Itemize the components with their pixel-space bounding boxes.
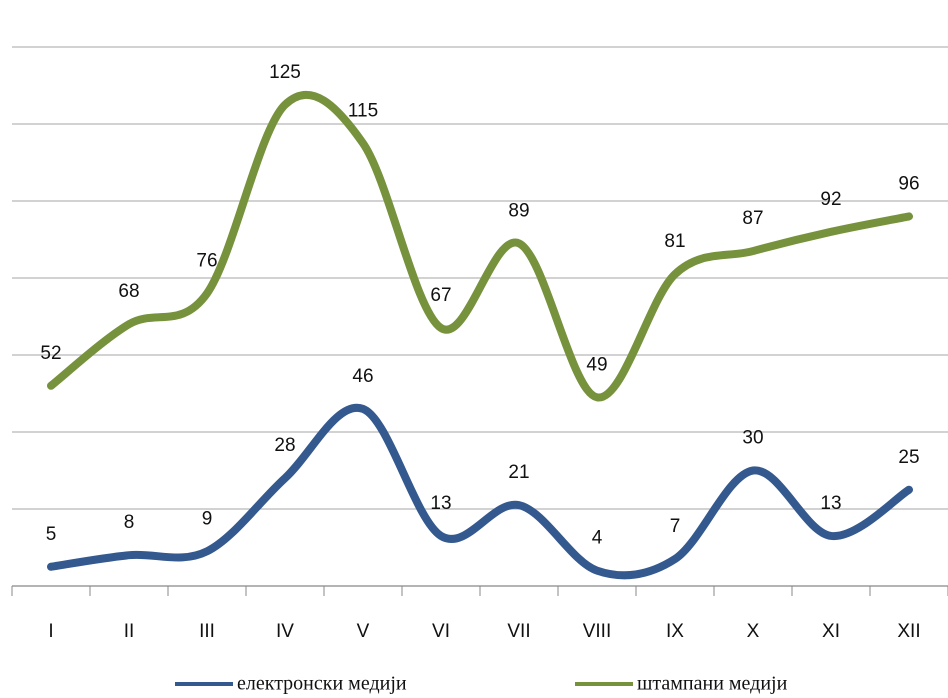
data-label: 81 bbox=[664, 231, 685, 252]
legend: електронски медији штампани медији bbox=[175, 673, 788, 695]
data-label: 87 bbox=[742, 208, 763, 229]
data-label: 68 bbox=[118, 281, 139, 302]
legend-label: штампани медији bbox=[637, 673, 788, 695]
data-label: 30 bbox=[742, 428, 763, 449]
data-label: 52 bbox=[40, 343, 61, 364]
x-tick-label: VI bbox=[432, 621, 450, 642]
data-label: 96 bbox=[898, 173, 919, 194]
data-label: 9 bbox=[202, 508, 213, 529]
data-label: 76 bbox=[196, 250, 217, 271]
x-tick-label: VIII bbox=[583, 621, 612, 642]
data-label: 28 bbox=[274, 435, 295, 456]
data-label: 115 bbox=[348, 100, 378, 121]
x-tick-label: XII bbox=[897, 621, 920, 642]
x-tick-label: IX bbox=[666, 621, 684, 642]
x-tick-label: V bbox=[357, 621, 370, 642]
x-tick-label: II bbox=[124, 621, 135, 642]
data-label: 89 bbox=[508, 200, 529, 221]
data-label: 5 bbox=[46, 524, 57, 545]
data-label: 67 bbox=[430, 285, 451, 306]
data-label: 92 bbox=[820, 189, 841, 210]
x-tick-label: X bbox=[747, 621, 760, 642]
data-label: 8 bbox=[124, 512, 135, 533]
data-label: 49 bbox=[586, 354, 607, 375]
x-tick-label: IV bbox=[276, 621, 294, 642]
x-tick-label: III bbox=[199, 621, 215, 642]
data-label: 125 bbox=[269, 62, 301, 83]
data-label: 21 bbox=[508, 462, 529, 483]
data-label: 25 bbox=[898, 447, 919, 468]
data-label: 46 bbox=[352, 366, 373, 387]
data-label: 13 bbox=[820, 493, 841, 514]
x-tick-label: I bbox=[48, 621, 53, 642]
series-line bbox=[47, 90, 913, 402]
data-label: 7 bbox=[670, 516, 681, 537]
data-label: 4 bbox=[592, 528, 603, 549]
series-line bbox=[47, 403, 913, 580]
x-tick-label: VII bbox=[507, 621, 530, 642]
x-tick-label: XI bbox=[822, 621, 840, 642]
legend-label: електронски медији bbox=[237, 673, 407, 695]
data-label: 13 bbox=[430, 493, 451, 514]
